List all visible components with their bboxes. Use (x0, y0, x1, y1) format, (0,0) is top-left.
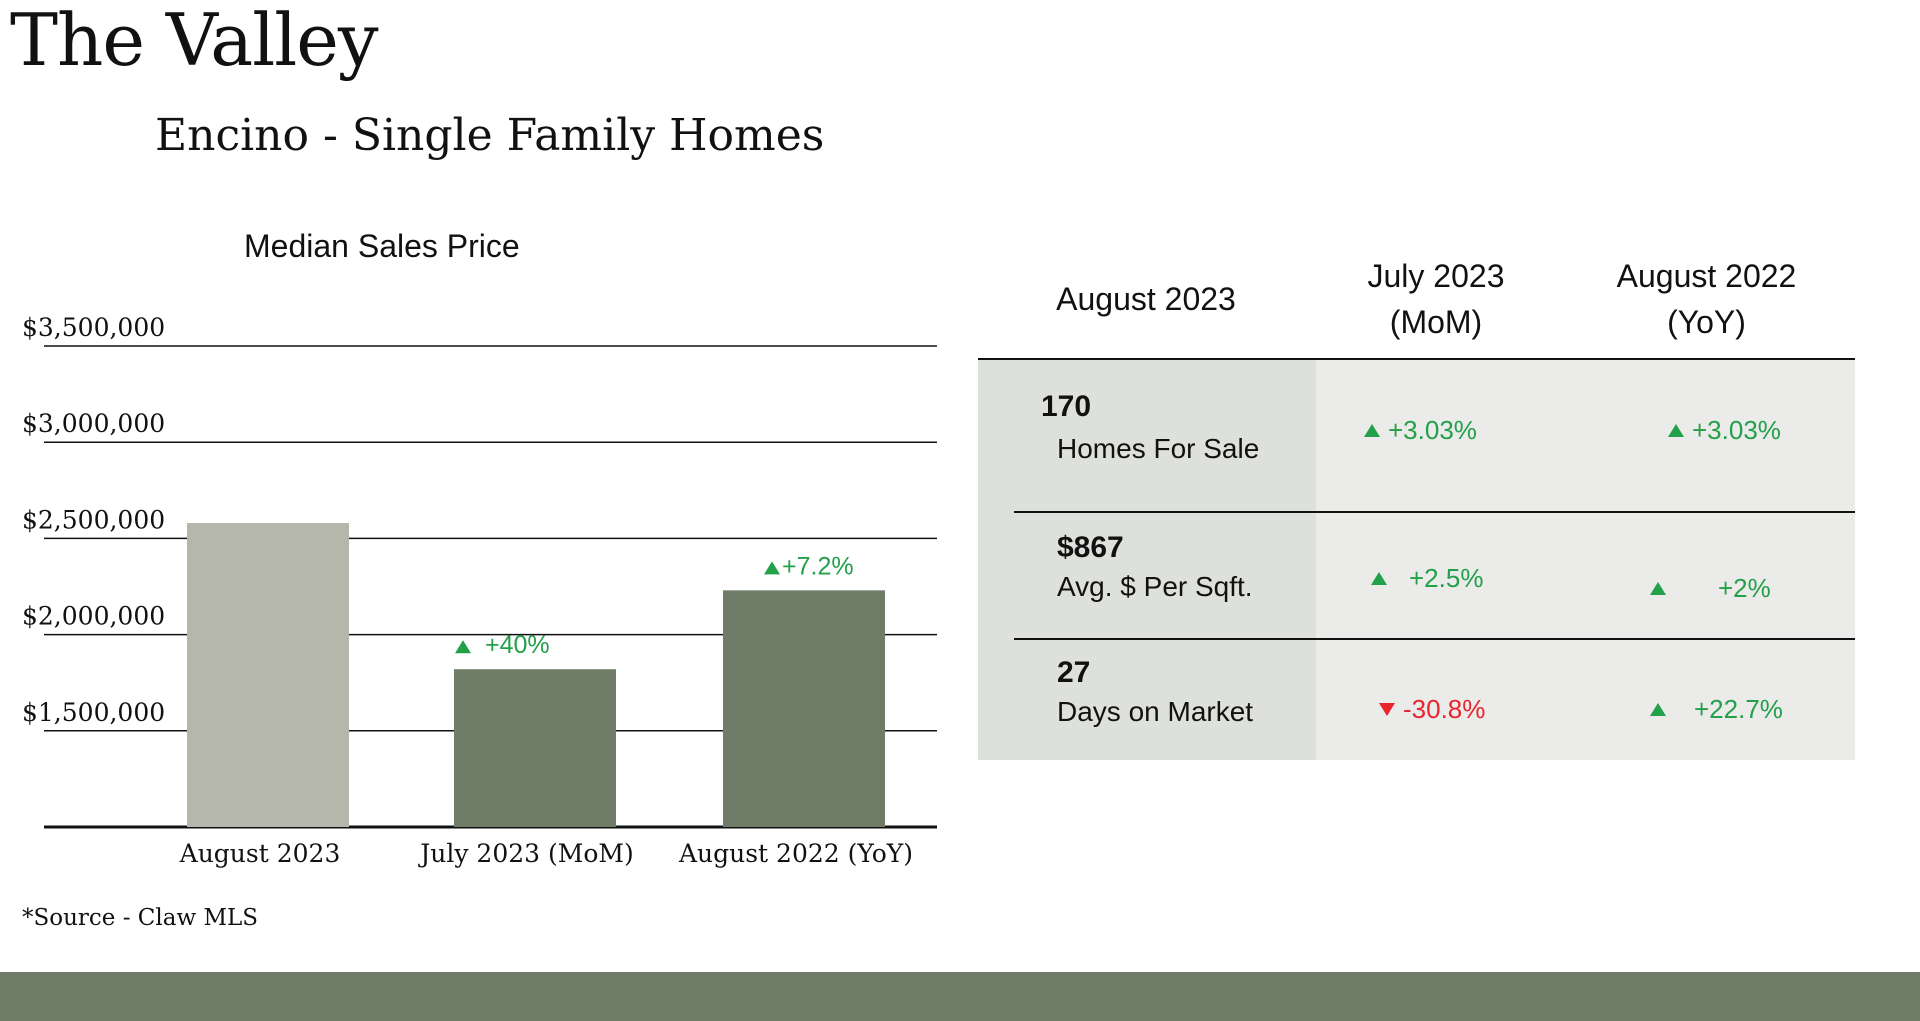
y-tick-label: $3,000,000 (22, 409, 165, 438)
yoy-change: +22.7% (1650, 694, 1783, 725)
down-arrow-icon (1379, 703, 1395, 716)
yoy-change: +2% (1650, 573, 1771, 604)
row-divider (1014, 638, 1855, 640)
chart-title: Median Sales Price (244, 228, 520, 264)
footer-band (0, 972, 1920, 1021)
table-header: August 2023 July 2023 (MoM) August 2022 … (978, 240, 1855, 360)
x-tick-label: July 2023 (MoM) (417, 839, 634, 868)
mom-change: -30.8% (1379, 694, 1485, 725)
up-arrow-icon (455, 640, 471, 654)
table-row: 27 Days on Market -30.8% +22.7% (978, 640, 1855, 760)
bar-2 (454, 669, 616, 827)
change-value: +22.7% (1694, 694, 1783, 724)
column-background-mom (1316, 360, 1560, 760)
x-tick-label: August 2023 (179, 839, 341, 868)
change-value: +3.03% (1388, 415, 1477, 445)
change-value: +2% (1718, 573, 1771, 603)
metric-value: 170 (1041, 390, 1092, 423)
up-arrow-icon (1364, 424, 1380, 437)
y-tick-label: $2,500,000 (22, 505, 165, 534)
y-tick-label: $2,000,000 (22, 602, 165, 631)
table-body: 170 Homes For Sale +3.03% +3.03% $867 Avg. $ … (978, 360, 1855, 760)
up-arrow-icon (1668, 424, 1684, 437)
header-august-2023: August 2023 (1056, 281, 1236, 317)
up-arrow-icon (1650, 582, 1666, 595)
metric-label: Avg. $ Per Sqft. (1057, 571, 1253, 602)
yoy-change: +3.03% (1668, 415, 1781, 446)
metrics-table: August 2023 July 2023 (MoM) August 2022 … (978, 240, 1855, 760)
row-divider (1014, 511, 1855, 513)
x-tick-label: August 2022 (YoY) (678, 839, 913, 868)
change-value: +2.5% (1409, 563, 1484, 593)
up-arrow-icon (1371, 572, 1387, 585)
column-background-current (978, 360, 1316, 760)
mom-change: +2.5% (1371, 563, 1483, 594)
bar-data-label: +7.2% (782, 552, 854, 580)
metric-label: Homes For Sale (1057, 433, 1260, 464)
up-arrow-icon (764, 561, 780, 575)
source-note: *Source - Claw MLS (22, 905, 259, 931)
metric-value: 27 (1057, 656, 1091, 689)
metric-label: Days on Market (1057, 696, 1254, 727)
header-july-2023-mom: July 2023 (MoM) (1367, 258, 1505, 340)
page-title: The Valley (10, 0, 379, 82)
table-row: 170 Homes For Sale +3.03% +3.03% (978, 360, 1855, 513)
bar-1 (187, 523, 349, 827)
page-subtitle: Encino - Single Family Homes (155, 110, 825, 161)
change-value: -30.8% (1403, 694, 1486, 724)
table-row: $867 Avg. $ Per Sqft. +2.5% +2% (978, 513, 1855, 640)
change-value: +3.03% (1692, 415, 1781, 445)
median-sales-price-chart: $1,500,000 $2,000,000 $2,500,000 $3,000,000… (22, 313, 937, 868)
y-tick-label: $1,500,000 (22, 698, 165, 727)
metric-value: $867 (1057, 531, 1124, 564)
bar-data-label: +40% (485, 631, 550, 659)
up-arrow-icon (1650, 703, 1666, 716)
header-august-2022-yoy: August 2022 (YoY) (1616, 258, 1797, 340)
bar-3 (723, 590, 885, 827)
mom-change: +3.03% (1364, 415, 1477, 446)
column-background-yoy (1560, 360, 1855, 760)
y-tick-label: $3,500,000 (22, 313, 165, 342)
